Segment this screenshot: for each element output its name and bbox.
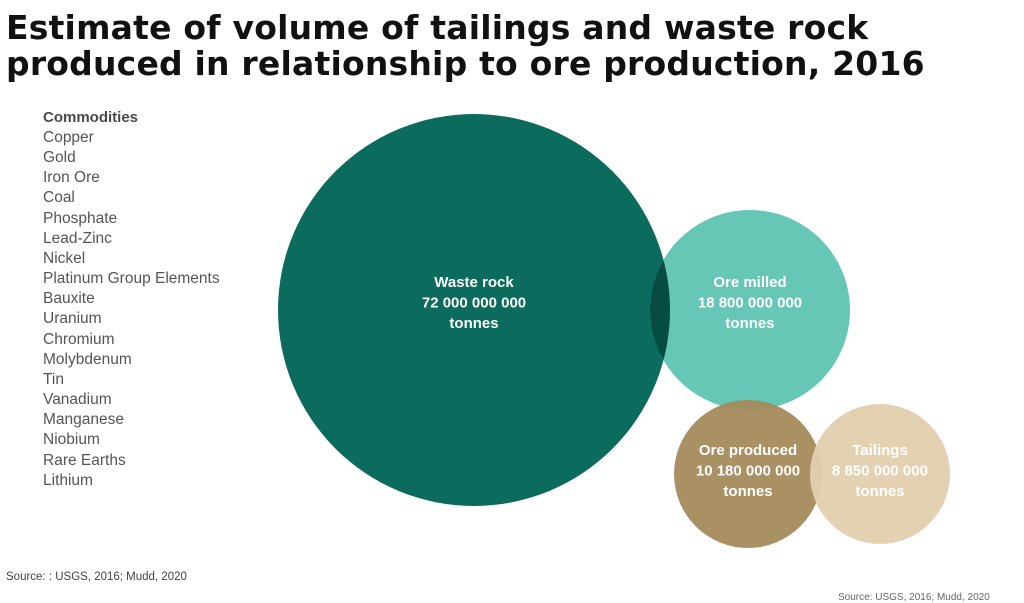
commodity-item: Niobium [43,431,100,449]
commodity-item: Molybdenum [43,350,132,368]
commodity-item: Lithium [43,471,93,489]
chart-title-line-2: produced in relationship to ore producti… [6,44,925,83]
commodity-item: Phosphate [43,209,118,227]
chart-title: Estimate of volume of tailings and waste… [6,10,1016,82]
commodity-item: Coal [43,189,75,207]
bubble-label-ore-milled: Ore milled 18 800 000 000 tonnes [698,274,802,332]
bubble-label-ore-produced: Ore produced 10 180 000 000 tonnes [696,442,800,500]
commodities-items: Copper Gold Iron Ore Coal Phosphate Lead… [43,128,263,491]
bubble-ore-milled [650,210,850,410]
commodity-item: Uranium [43,310,102,328]
commodity-item: Nickel [43,249,86,267]
commodity-item: Tin [43,370,64,388]
commodity-item: Vanadium [43,391,112,409]
commodity-item: Copper [43,129,94,146]
bubble-tailings [810,404,950,544]
commodity-item: Iron Ore [43,169,100,187]
commodity-item: Bauxite [43,290,95,308]
commodity-item: Chromium [43,330,115,348]
source-note-cut: Source: USGS, 2016; Mudd, 2020 [838,592,990,603]
commodity-item: Gold [43,149,76,167]
bubble-waste-rock [278,114,670,506]
commodity-item: Lead-Zinc [43,229,112,247]
commodities-heading: Commodities [43,109,139,126]
source-note: Source: : USGS, 2016; Mudd, 2020 [6,571,187,583]
bubble-label-tailings: Tailings 8 850 000 000 tonnes [832,442,928,500]
bubble-ore-produced [674,400,822,548]
chart-title-line-1: Estimate of volume of tailings and waste… [6,8,869,47]
commodity-item: Platinum Group Elements [43,270,220,288]
commodity-item: Manganese [43,411,125,429]
bubble-label-waste-rock: Waste rock 72 000 000 000 tonnes [422,274,526,332]
commodities-list: Commodities Copper Gold Iron Ore Coal Ph… [43,108,263,491]
commodity-item: Rare Earths [43,451,126,469]
